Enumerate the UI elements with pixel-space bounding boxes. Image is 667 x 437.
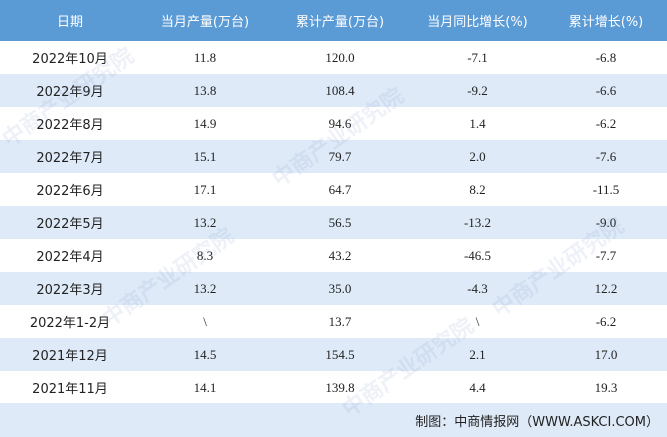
table-cell: -7.7 — [595, 247, 617, 263]
table-cell: 43.2 — [328, 247, 352, 263]
table-cell: 56.5 — [270, 206, 410, 239]
table-cell: \ — [203, 313, 207, 329]
table-cell: 2022年7月 — [0, 140, 140, 173]
table-cell: -6.2 — [595, 313, 617, 329]
column-header: 累计增长(%) — [545, 0, 667, 41]
table-cell: 17.0 — [545, 338, 667, 371]
table-cell: 2.0 — [410, 140, 545, 173]
table-body: 2022年10月 11.8 120.0 -7.1 -6.8 2022年9月 13.8 108.… — [0, 41, 667, 404]
table-row: 2022年6月 17.1 64.7 8.2 -11.5 — [0, 173, 667, 206]
table-cell: 139.8 — [325, 379, 355, 395]
table-cell: 2022年8月 — [36, 118, 104, 133]
table-cell: 15.1 — [140, 140, 270, 173]
table-cell: 64.7 — [328, 181, 352, 197]
table-cell: \ — [475, 313, 480, 329]
table-cell: 17.1 — [193, 181, 217, 197]
table-cell: 13.2 — [140, 206, 270, 239]
table-row: 2022年1-2月 \ 13.7 \ -6.2 — [0, 305, 667, 338]
column-header: 日期 — [0, 0, 140, 41]
column-header: 累计产量(万台) — [270, 0, 410, 41]
column-header: 当月产量(万台) — [140, 0, 270, 41]
table-cell: 120.0 — [325, 49, 355, 65]
table-cell: 2022年3月 — [0, 272, 140, 305]
column-header: 当月同比增长(%) — [410, 0, 545, 41]
table-cell: 2022年4月 — [36, 250, 104, 265]
table-cell: 2022年5月 — [0, 206, 140, 239]
table-row: 2021年12月 14.5 154.5 2.1 17.0 — [0, 338, 667, 371]
table-cell: 2022年1-2月 — [29, 316, 111, 331]
table-cell: 94.6 — [328, 115, 352, 131]
table-cell: 79.7 — [270, 140, 410, 173]
table-cell: -13.2 — [410, 206, 545, 239]
table-cell: 2022年10月 — [32, 52, 108, 67]
table-cell: -11.5 — [592, 181, 620, 197]
table-row: 2021年11月 14.1 139.8 4.4 19.3 — [0, 371, 667, 404]
table-cell: -9.2 — [410, 74, 545, 107]
table-cell: -6.8 — [595, 49, 617, 65]
data-table: 日期 当月产量(万台) 累计产量(万台) 当月同比增长(%) 累计增长(%) 2022年… — [0, 0, 667, 404]
footer: 制图：中商情报网（WWW.ASKCI.COM） — [0, 403, 667, 437]
table-cell: 14.1 — [193, 379, 217, 395]
table-row: 2022年9月 13.8 108.4 -9.2 -6.6 — [0, 74, 667, 107]
table-cell: 19.3 — [594, 379, 618, 395]
table-cell: 35.0 — [270, 272, 410, 305]
table-cell: -7.6 — [545, 140, 667, 173]
table-cell: 11.8 — [193, 49, 217, 65]
source: 制图：中商情报网（WWW.ASKCI.COM） — [415, 415, 659, 430]
table-cell: 8.3 — [196, 247, 214, 263]
table-cell: 1.4 — [469, 115, 486, 131]
table-cell: -9.0 — [545, 206, 667, 239]
table-cell: 12.2 — [545, 272, 667, 305]
table-cell: 13.2 — [140, 272, 270, 305]
table-cell: 2.1 — [410, 338, 545, 371]
table-cell: 14.5 — [140, 338, 270, 371]
table-cell: -7.1 — [467, 49, 488, 65]
table-cell: 13.8 — [140, 74, 270, 107]
table-row: 2022年4月 8.3 43.2 -46.5 -7.7 — [0, 239, 667, 272]
table-cell: 2021年11月 — [32, 382, 108, 397]
header-row: 日期 当月产量(万台) 累计产量(万台) 当月同比增长(%) 累计增长(%) — [0, 0, 667, 41]
table-cell: -6.2 — [595, 115, 617, 131]
table-cell: 2022年9月 — [0, 74, 140, 107]
table-cell: 8.2 — [469, 181, 486, 197]
table-row: 2022年7月 15.1 79.7 2.0 -7.6 — [0, 140, 667, 173]
table-cell: -6.6 — [545, 74, 667, 107]
table-cell: 2021年12月 — [0, 338, 140, 371]
table-row: 2022年8月 14.9 94.6 1.4 -6.2 — [0, 107, 667, 140]
table-cell: 13.7 — [328, 313, 352, 329]
table-cell: -46.5 — [463, 247, 492, 263]
table-cell: 2022年6月 — [36, 184, 104, 199]
table-cell: -4.3 — [410, 272, 545, 305]
table-cell: 154.5 — [270, 338, 410, 371]
table-cell: 108.4 — [270, 74, 410, 107]
table-row: 2022年3月 13.2 35.0 -4.3 12.2 — [0, 272, 667, 305]
table-cell: 4.4 — [469, 379, 486, 395]
table-row: 2022年5月 13.2 56.5 -13.2 -9.0 — [0, 206, 667, 239]
table-row: 2022年10月 11.8 120.0 -7.1 -6.8 — [0, 41, 667, 74]
table-cell: 14.9 — [193, 115, 217, 131]
